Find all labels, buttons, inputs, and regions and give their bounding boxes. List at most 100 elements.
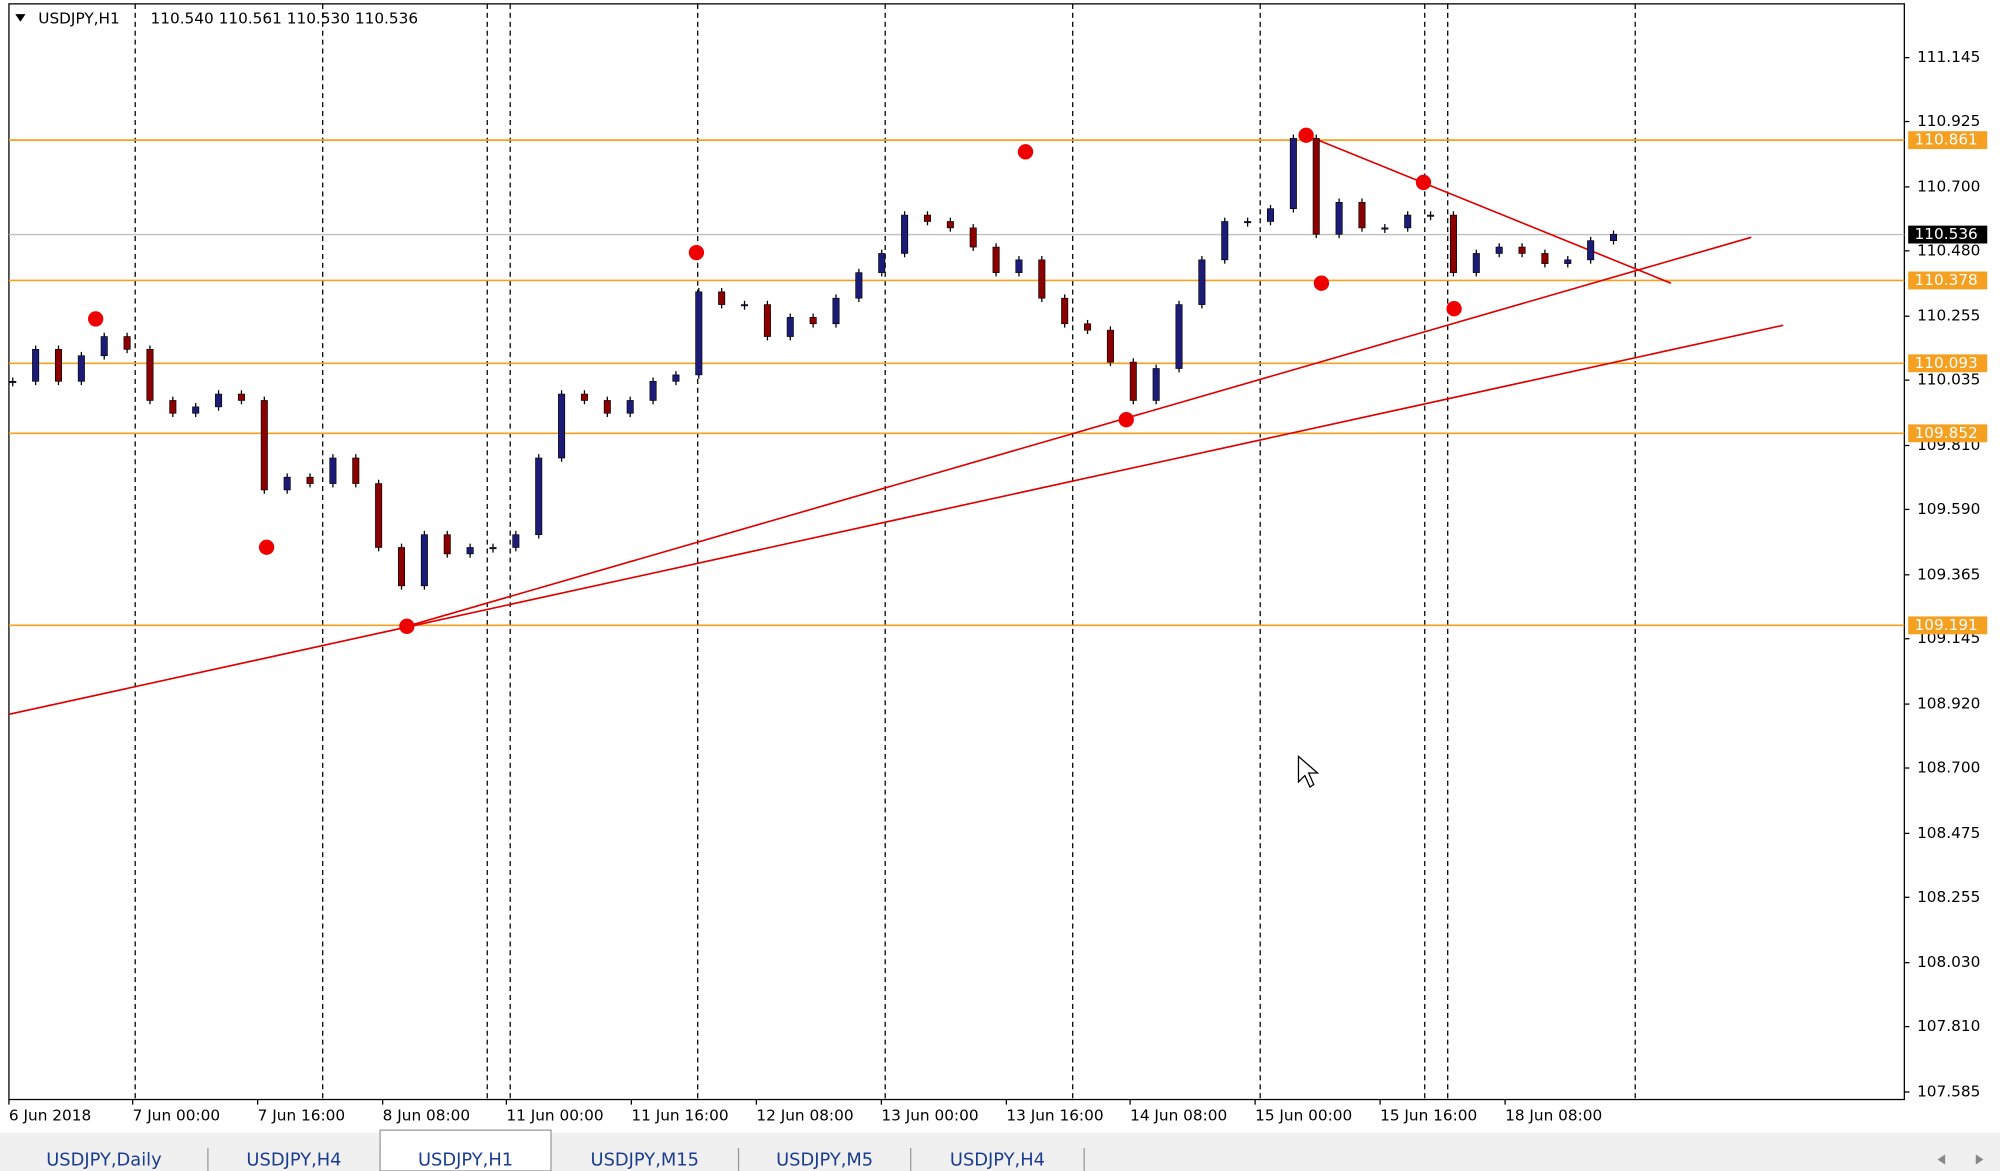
x-tick-label: 12 Jun 08:00 [756,1107,853,1125]
trend-line [1305,134,1672,284]
y-tick-label: 109.590 [1917,500,1980,518]
candle [420,534,428,587]
level-label-box [1908,131,1988,150]
candle [786,317,794,337]
candle [1449,214,1457,273]
candle [100,336,108,357]
candle [1518,246,1526,254]
swing-dot [1313,275,1330,291]
swing-dot [1415,174,1432,191]
candle [558,393,566,459]
candle [1084,323,1092,331]
swing-dot [1446,301,1462,317]
swing-dot [1118,412,1134,428]
y-tick-label: 107.810 [1917,1017,1980,1035]
level-label-box [1908,424,1988,443]
candle [169,400,177,414]
y-tick-label: 108.255 [1917,888,1980,906]
candle [580,393,588,401]
candle [763,304,771,337]
candle [1015,259,1023,273]
candle [1610,233,1618,241]
candle [695,291,703,376]
candle [1175,304,1183,369]
current-price-box [1908,225,1988,244]
candle [901,214,909,254]
tab-label[interactable]: USDJPY,H4 [950,1150,1045,1171]
candle [1198,259,1206,305]
candle [237,393,245,401]
candle [375,483,383,548]
x-tick-label: 13 Jun 16:00 [1006,1107,1103,1125]
candle [1312,138,1320,235]
candle [741,304,749,307]
swing-dot [1298,127,1314,143]
x-tick-label: 11 Jun 16:00 [631,1107,728,1125]
y-tick-label: 108.475 [1917,824,1980,842]
candle [946,221,954,229]
chart-frame [8,3,1905,1101]
level-label: 109.852 [1915,424,1978,442]
x-tick-label: 18 Jun 08:00 [1505,1107,1602,1125]
candle [489,547,497,550]
tab-label[interactable]: USDJPY,M15 [591,1150,699,1171]
level-label-box [1908,354,1988,373]
candle [1587,240,1595,261]
candle [992,246,1000,273]
tab-label[interactable]: USDJPY,H4 [246,1150,341,1171]
symbol-label: USDJPY,H1 [38,10,120,28]
level-label: 110.378 [1915,271,1978,289]
candle [215,393,223,408]
x-tick-label: 6 Jun 2018 [9,1107,91,1125]
candle [1244,221,1252,224]
candle [1472,253,1480,273]
ohlc-label: 110.540 110.561 110.530 110.536 [151,10,419,28]
tab-label[interactable]: USDJPY,H1 [418,1150,513,1171]
candle [1289,138,1297,210]
candle [146,349,154,401]
candle [1381,227,1389,230]
candle [923,214,931,222]
x-tick-label: 7 Jun 16:00 [258,1107,345,1125]
candle [969,227,977,248]
candle [1038,259,1046,299]
candle [649,380,657,401]
y-tick-label: 110.255 [1917,307,1980,325]
candle [1564,259,1572,264]
candle [9,380,17,383]
y-tick-label: 111.145 [1917,48,1980,66]
candle [1335,201,1343,235]
candle [626,400,634,414]
y-tick-label: 108.030 [1917,953,1980,971]
level-label-box [1908,271,1988,290]
swing-dot [88,311,104,327]
y-tick-label: 110.700 [1917,177,1980,195]
trend-line [8,324,1784,716]
x-tick-label: 8 Jun 08:00 [383,1107,470,1125]
tab-label[interactable]: USDJPY,Daily [46,1150,162,1171]
candle [718,291,726,305]
header-dropdown[interactable] [15,14,26,22]
candle [603,400,611,414]
candle [809,317,817,325]
candle [443,534,451,555]
swing-dot [399,618,415,634]
current-price-label: 110.536 [1915,225,1978,243]
tab-label[interactable]: USDJPY,M5 [776,1150,873,1171]
plot-area [8,3,1905,1100]
candle [1404,214,1412,229]
candle [306,476,314,484]
level-label-box [1908,616,1988,635]
candle [832,297,840,325]
candle [1061,297,1069,325]
candle [1358,201,1366,229]
candle [352,457,360,484]
x-tick-label: 15 Jun 00:00 [1255,1107,1352,1125]
trend-line [406,236,1752,628]
candle [1266,208,1275,222]
x-tick-label: 11 Jun 00:00 [506,1107,603,1125]
x-tick-label: 13 Jun 00:00 [881,1107,978,1125]
